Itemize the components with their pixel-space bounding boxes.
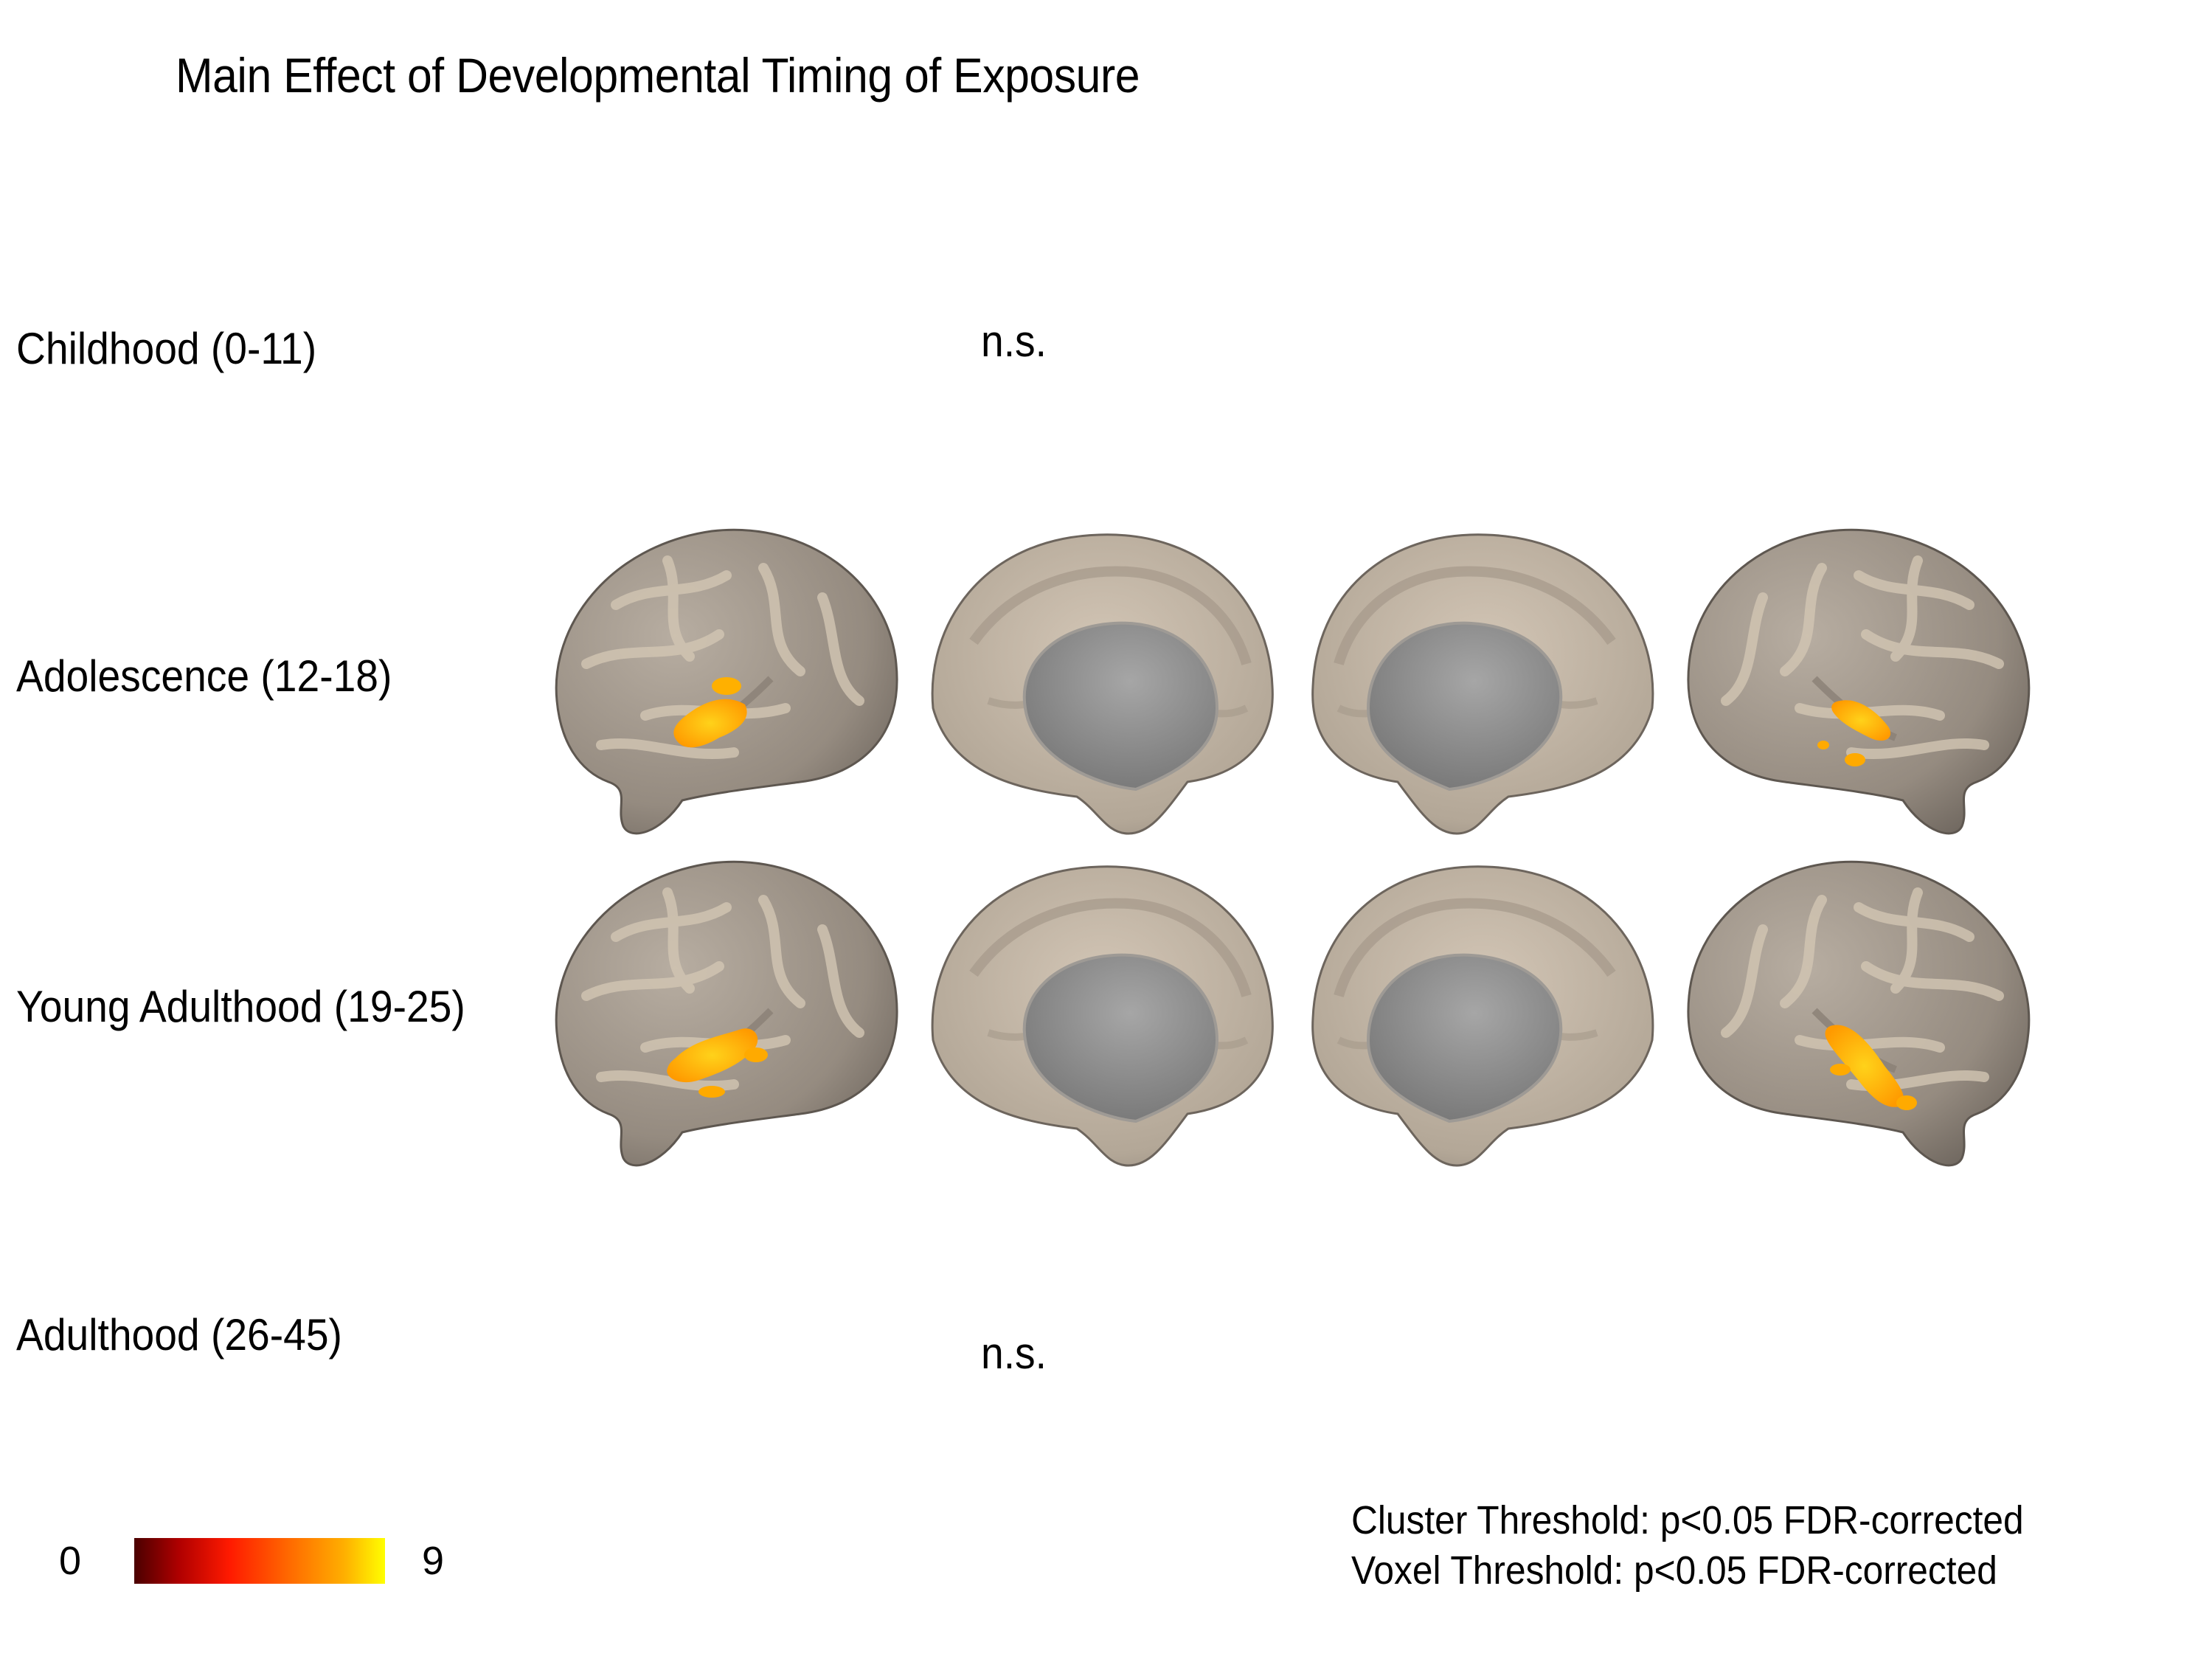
voxel-threshold-note: Voxel Threshold: p<0.05 FDR-corrected (1351, 1548, 1997, 1593)
adulthood-ns-label: n.s. (981, 1329, 1047, 1378)
colorbar-min-label: 0 (59, 1539, 82, 1583)
figure-title: Main Effect of Developmental Timing of E… (176, 48, 1140, 103)
row-label-young-adulthood: Young Adulthood (19-25) (16, 982, 465, 1031)
brain-adolescence-left-lateral (555, 528, 898, 835)
activation-cluster (673, 699, 747, 748)
row-label-adolescence: Adolescence (12-18) (16, 651, 392, 701)
brain-adolescence-left-medial (931, 533, 1274, 835)
brain-adolescence-right-medial (1311, 533, 1654, 835)
childhood-ns-label: n.s. (981, 316, 1047, 366)
colorbar-max-label: 9 (422, 1539, 445, 1583)
brain-young-adulthood-right-medial (1311, 865, 1654, 1167)
activation-cluster (1831, 700, 1891, 741)
colorbar (134, 1538, 385, 1584)
row-label-adulthood: Adulthood (26-45) (16, 1310, 342, 1360)
activation-cluster (1825, 1025, 1904, 1107)
brain-young-adulthood-right-lateral (1687, 860, 2031, 1167)
brain-adolescence-right-lateral (1687, 528, 2031, 835)
cluster-threshold-note: Cluster Threshold: p<0.05 FDR-corrected (1351, 1498, 2024, 1542)
brain-young-adulthood-left-lateral (555, 860, 898, 1167)
activation-cluster (667, 1028, 758, 1083)
brain-young-adulthood-left-medial (931, 865, 1274, 1167)
row-label-childhood: Childhood (0-11) (16, 324, 317, 373)
